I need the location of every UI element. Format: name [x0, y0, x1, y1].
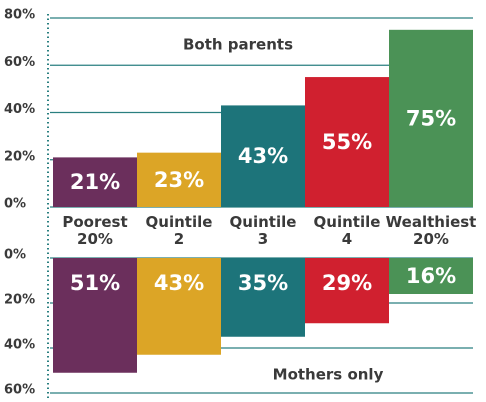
- y-tick-label: 20%: [4, 293, 35, 308]
- x-tick-label: Poorest 20%: [62, 213, 127, 248]
- value-label: 35%: [238, 271, 288, 295]
- value-label: 43%: [154, 271, 204, 295]
- y-tick-label: 20%: [4, 149, 35, 164]
- y-tick-label: 80%: [4, 8, 35, 23]
- bar: [221, 258, 305, 337]
- x-tick-label: Quintile 4: [314, 213, 381, 248]
- x-tick-label: Quintile 2: [146, 213, 213, 248]
- bar: [389, 258, 473, 294]
- value-label: 16%: [406, 264, 456, 288]
- bar: [53, 258, 137, 373]
- y-tick-label: 40%: [4, 102, 35, 117]
- value-label: 51%: [70, 271, 120, 295]
- bar: [305, 258, 389, 324]
- bar: [137, 258, 221, 355]
- y-tick-label: 40%: [4, 338, 35, 353]
- value-label: 75%: [406, 106, 456, 130]
- y-tick-label: 0%: [4, 197, 26, 212]
- x-tick-label: Quintile 3: [230, 213, 297, 248]
- bar: [137, 152, 221, 207]
- value-label: 43%: [238, 144, 288, 168]
- value-label: 29%: [322, 271, 372, 295]
- bar: [305, 77, 389, 207]
- bar: [53, 157, 137, 207]
- value-label: 55%: [322, 130, 372, 154]
- bar: [389, 29, 473, 207]
- y-tick-label: 60%: [4, 383, 35, 398]
- y-tick-label: 60%: [4, 55, 35, 70]
- panel-title: Mothers only: [273, 366, 384, 384]
- panel-title: Both parents: [183, 36, 293, 54]
- value-label: 23%: [154, 168, 204, 192]
- y-tick-label: 0%: [4, 248, 26, 263]
- x-tick-label: Wealthiest 20%: [386, 213, 477, 248]
- value-label: 21%: [70, 170, 120, 194]
- bar: [221, 105, 305, 207]
